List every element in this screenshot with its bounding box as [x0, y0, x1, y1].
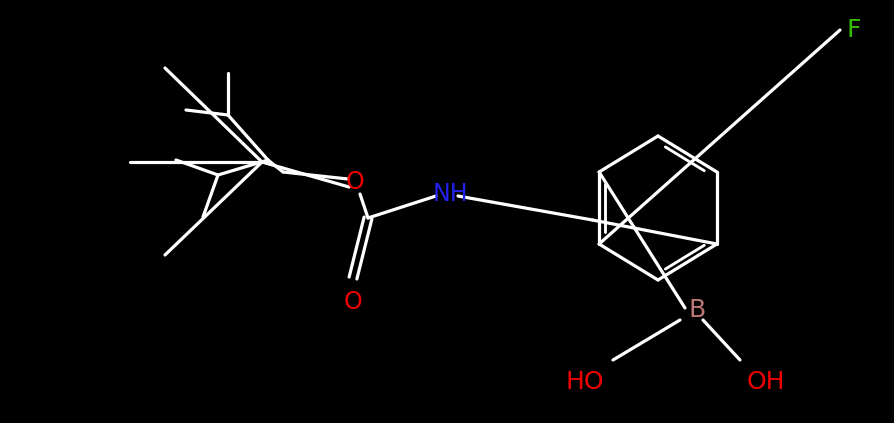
- Text: F: F: [846, 18, 860, 42]
- Text: O: O: [343, 290, 362, 314]
- Text: HO: HO: [565, 370, 603, 394]
- Text: O: O: [345, 170, 364, 194]
- Text: OH: OH: [746, 370, 784, 394]
- Text: NH: NH: [432, 182, 468, 206]
- Text: B: B: [687, 298, 704, 322]
